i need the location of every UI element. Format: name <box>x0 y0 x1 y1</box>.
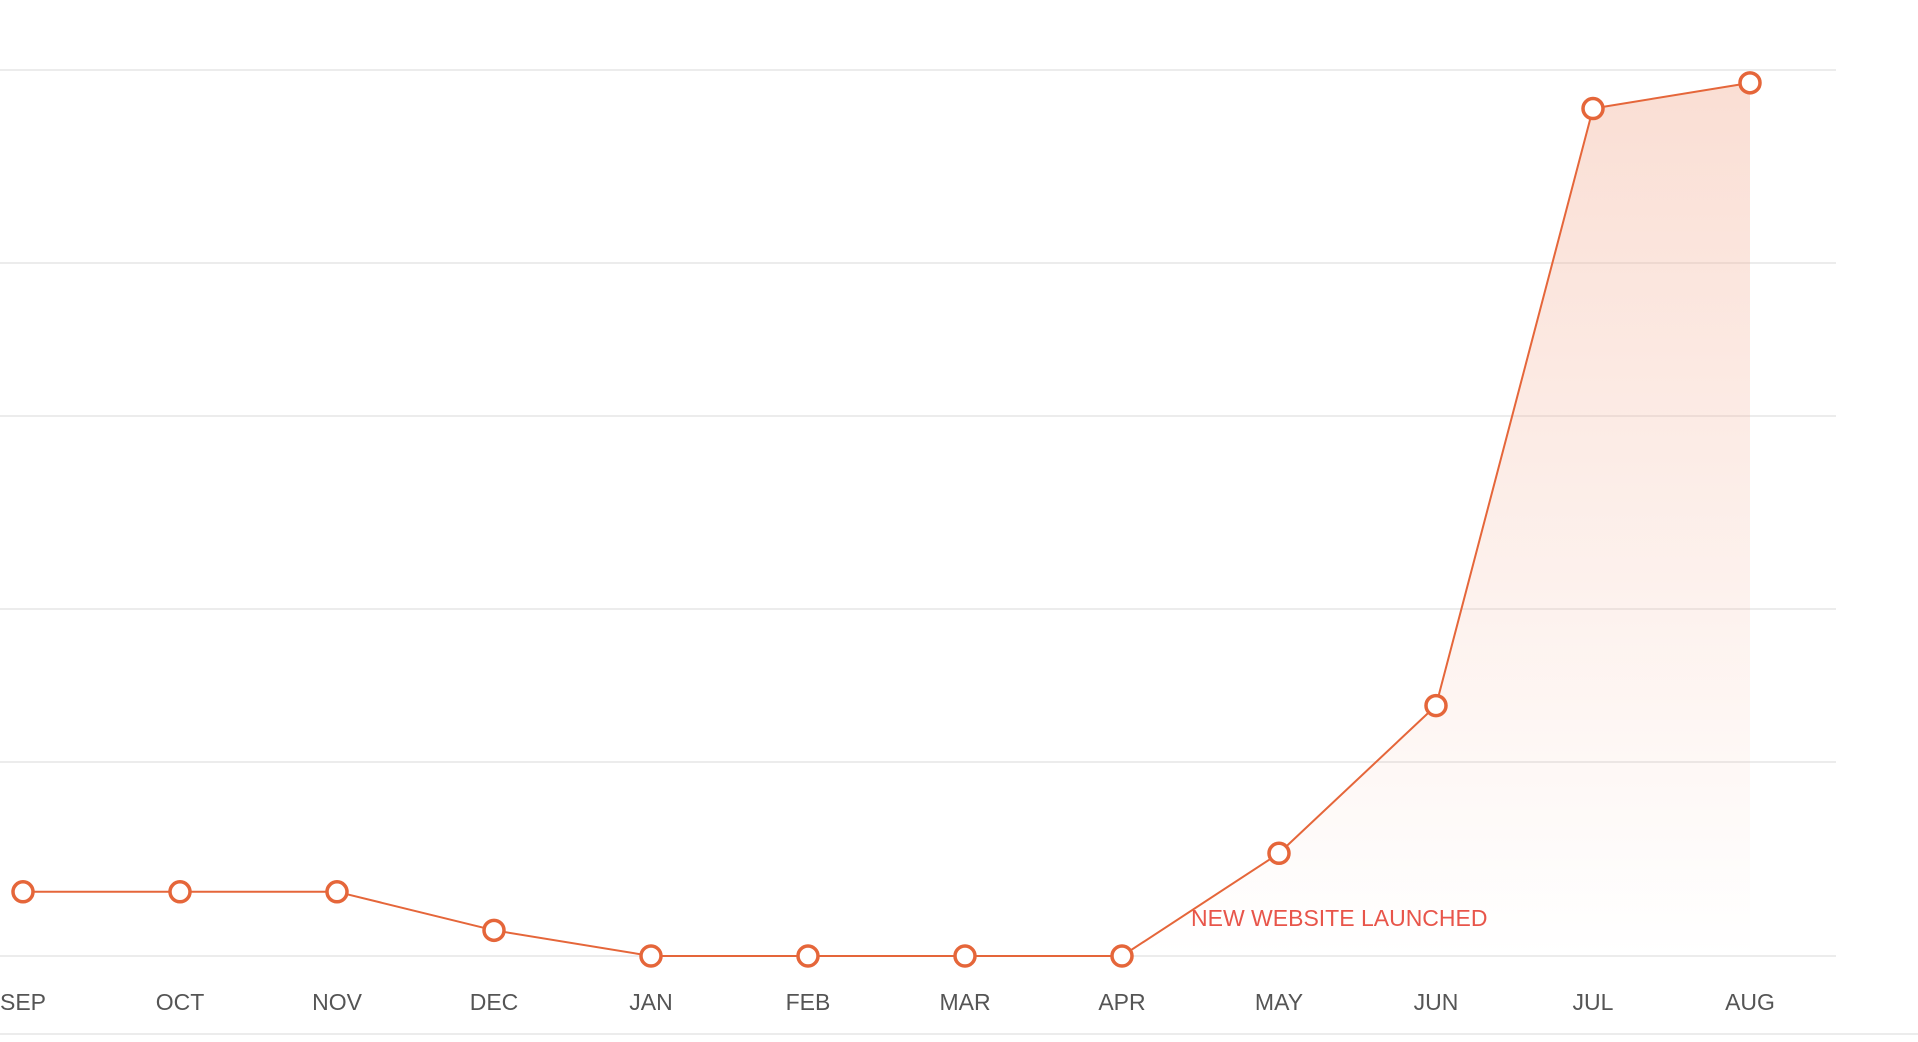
x-tick-label-mar: MAR <box>939 989 990 1015</box>
data-point-feb[interactable] <box>796 944 820 968</box>
x-axis-tick-labels: SEP OCT NOV DEC JAN FEB MAR APR MAY JUN JUL AUG <box>0 989 1775 1015</box>
x-tick-label-feb: FEB <box>786 989 831 1015</box>
series-line-layer <box>23 81 1751 957</box>
data-point-nov[interactable] <box>325 880 349 904</box>
data-point-dec[interactable] <box>482 918 506 943</box>
x-tick-label-jan: JAN <box>629 989 672 1015</box>
data-points <box>11 71 1762 968</box>
annotation-label: NEW WEBSITE LAUNCHED <box>1191 905 1487 931</box>
x-tick-label-may: MAY <box>1255 989 1303 1015</box>
data-point-jul[interactable] <box>1581 96 1605 121</box>
series-line <box>23 81 1751 957</box>
data-point-may[interactable] <box>1267 841 1291 866</box>
data-point-jan[interactable] <box>639 944 663 968</box>
x-tick-label-nov: NOV <box>312 989 363 1015</box>
x-tick-label-dec: DEC <box>470 989 519 1015</box>
x-tick-label-sep: SEP <box>0 989 46 1015</box>
x-tick-label-apr: APR <box>1098 989 1145 1015</box>
series-area-fill <box>1122 82 1750 956</box>
data-point-sep[interactable] <box>11 880 35 904</box>
x-tick-label-jun: JUN <box>1414 989 1459 1015</box>
x-tick-label-oct: OCT <box>156 989 205 1015</box>
x-tick-label-aug: AUG <box>1725 989 1775 1015</box>
x-tick-label-jul: JUL <box>1573 989 1614 1015</box>
data-point-aug[interactable] <box>1738 71 1762 95</box>
data-point-oct[interactable] <box>168 880 192 904</box>
data-point-mar[interactable] <box>953 944 977 968</box>
area-fill-layer <box>1122 82 1750 956</box>
data-point-apr[interactable] <box>1110 944 1134 968</box>
data-point-jun[interactable] <box>1424 693 1448 718</box>
annotations: NEW WEBSITE LAUNCHED <box>1191 905 1487 931</box>
